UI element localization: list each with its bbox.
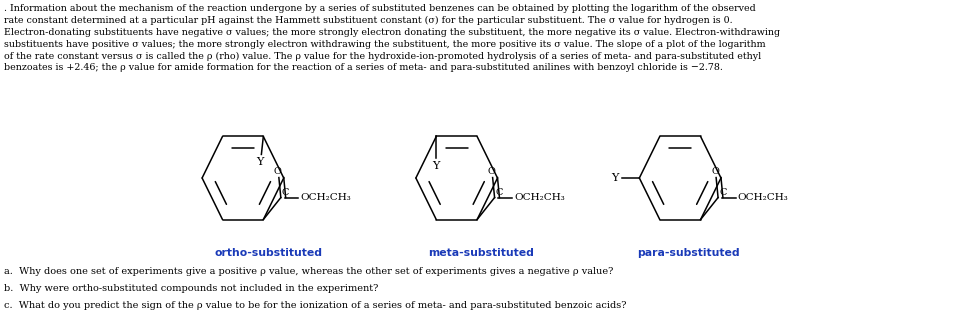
- Text: C: C: [718, 188, 726, 196]
- Text: c.  What do you predict the sign of the ρ value to be for the ionization of a se: c. What do you predict the sign of the ρ…: [4, 301, 626, 310]
- Text: para-substituted: para-substituted: [636, 248, 738, 258]
- Text: O: O: [487, 166, 495, 175]
- Text: OCH₂CH₃: OCH₂CH₃: [300, 193, 351, 202]
- Text: C: C: [282, 188, 289, 196]
- Text: O: O: [273, 166, 282, 175]
- Text: O: O: [710, 166, 718, 175]
- Text: b.  Why were ortho-substituted compounds not included in the experiment?: b. Why were ortho-substituted compounds …: [4, 284, 378, 293]
- Text: Y: Y: [610, 173, 618, 183]
- Text: OCH₂CH₃: OCH₂CH₃: [736, 193, 788, 202]
- Text: OCH₂CH₃: OCH₂CH₃: [514, 193, 564, 202]
- Text: meta-substituted: meta-substituted: [427, 248, 533, 258]
- Text: . Information about the mechanism of the reaction undergone by a series of subst: . Information about the mechanism of the…: [4, 4, 779, 72]
- Text: ortho-substituted: ortho-substituted: [214, 248, 323, 258]
- Text: Y: Y: [432, 161, 440, 171]
- Text: C: C: [495, 188, 502, 196]
- Text: Y: Y: [256, 157, 263, 167]
- Text: a.  Why does one set of experiments give a positive ρ value, whereas the other s: a. Why does one set of experiments give …: [4, 267, 612, 276]
